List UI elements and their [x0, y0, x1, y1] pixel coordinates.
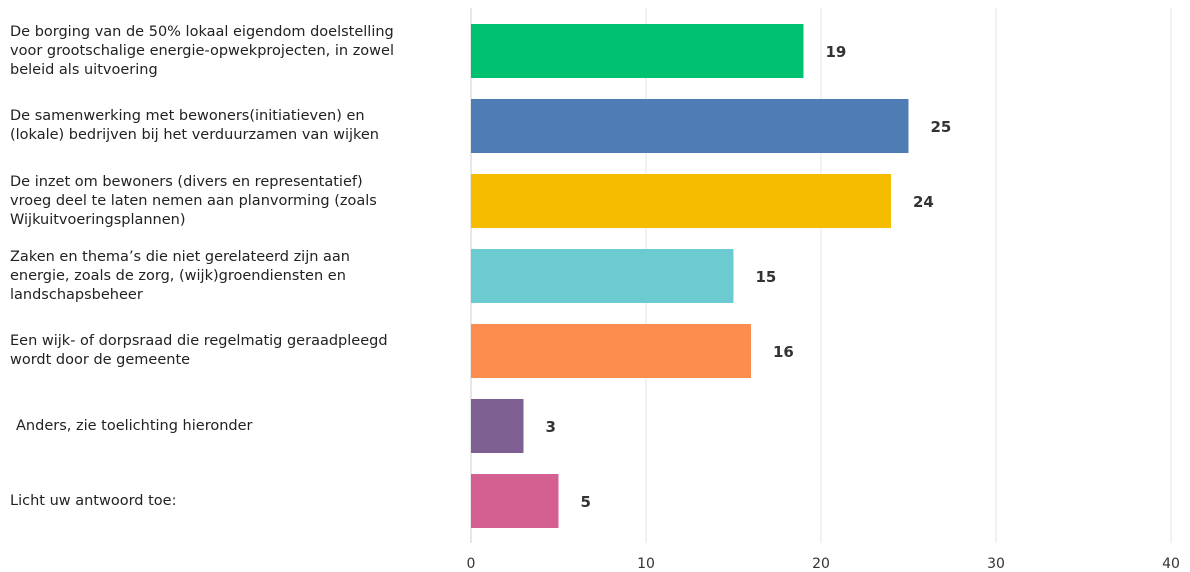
x-tick-label-0: 0	[467, 556, 476, 572]
data-label-1: 19	[826, 43, 847, 61]
bar-6	[471, 399, 524, 453]
data-label-5: 16	[773, 343, 794, 361]
data-label-7: 5	[581, 493, 591, 511]
category-label-7: Licht uw antwoord toe:	[10, 492, 177, 509]
bar-2	[471, 99, 909, 153]
bar-4	[471, 249, 734, 303]
x-tick-label-10: 10	[637, 556, 655, 572]
data-label-2: 25	[931, 118, 952, 136]
x-tick-label-40: 40	[1162, 556, 1180, 572]
category-label-4: Zaken en thema’s die niet gerelateerd zi…	[10, 248, 350, 303]
data-label-6: 3	[546, 418, 556, 436]
x-tick-label-20: 20	[812, 556, 830, 572]
bar-1	[471, 24, 804, 78]
bar-5	[471, 324, 751, 378]
category-label-2: De samenwerking met bewoners(initiatieve…	[10, 108, 379, 143]
x-tick-label-30: 30	[987, 556, 1005, 572]
category-label-1: De borging van de 50% lokaal eigendom do…	[10, 23, 394, 78]
category-label-5: Een wijk- of dorpsraad die regelmatig ge…	[10, 333, 388, 368]
data-label-3: 24	[913, 193, 934, 211]
bar-7	[471, 474, 559, 528]
category-label-6: Anders, zie toelichting hieronder	[16, 417, 253, 434]
bar-3	[471, 174, 891, 228]
data-label-4: 15	[756, 268, 777, 286]
category-label-3: De inzet om bewoners (divers en represen…	[10, 173, 377, 228]
